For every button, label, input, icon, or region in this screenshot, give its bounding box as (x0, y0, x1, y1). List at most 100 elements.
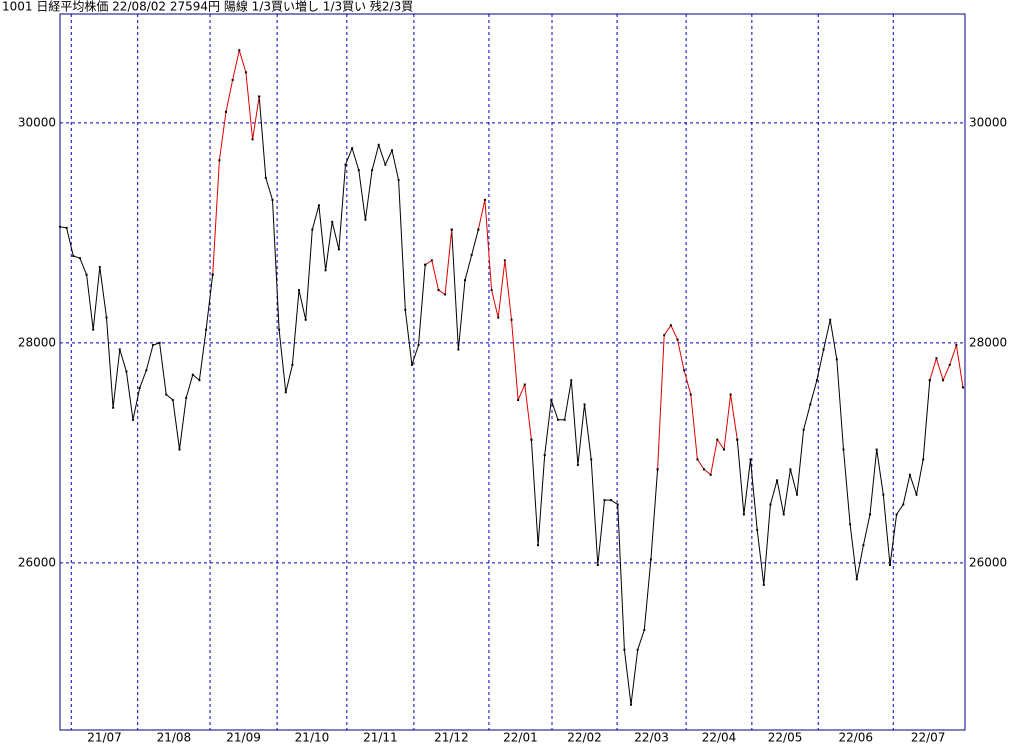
price-point (829, 318, 832, 321)
price-point (364, 218, 367, 221)
price-point (78, 257, 81, 260)
price-point (875, 448, 878, 451)
chart-title: 1001 日経平均株価 22/08/02 27594円 陽線 1/3買い増し 1… (2, 0, 413, 14)
price-point (822, 348, 825, 351)
price-point (815, 379, 818, 382)
price-point (132, 418, 135, 421)
price-point (776, 479, 779, 482)
price-point (258, 95, 261, 98)
price-point (65, 226, 68, 229)
price-point (417, 344, 420, 347)
price-point (264, 176, 267, 179)
price-point (483, 198, 486, 201)
price-point (138, 386, 141, 389)
price-point (709, 473, 712, 476)
price-point (337, 248, 340, 251)
price-point (497, 316, 500, 319)
x-tick-label: 22/01 (503, 731, 538, 745)
price-point (424, 263, 427, 266)
x-tick-label: 21/12 (434, 731, 469, 745)
price-point (576, 463, 579, 466)
price-point (331, 220, 334, 223)
price-point (72, 254, 75, 257)
price-point (410, 363, 413, 366)
y-tick-label: 30000 (18, 115, 56, 129)
price-point (390, 149, 393, 152)
price-point (530, 438, 533, 441)
price-point (444, 293, 447, 296)
price-point (510, 318, 513, 321)
price-point (470, 253, 473, 256)
price-point (716, 438, 719, 441)
x-tick-label: 21/09 (226, 731, 261, 745)
price-point (915, 493, 918, 496)
y-tick-label: 26000 (18, 555, 56, 569)
price-point (158, 341, 161, 344)
price-point (450, 228, 453, 231)
price-point (596, 564, 599, 567)
price-point (583, 403, 586, 406)
price-point (888, 564, 891, 567)
price-point (689, 393, 692, 396)
price-point (543, 454, 546, 457)
price-point (742, 513, 745, 516)
price-point (344, 163, 347, 166)
price-point (749, 458, 752, 461)
price-point (696, 458, 699, 461)
price-point (430, 259, 433, 262)
price-point (802, 428, 805, 431)
price-point (205, 328, 208, 331)
price-point (59, 225, 61, 228)
price-point (537, 544, 540, 547)
price-point (218, 159, 221, 162)
x-tick-label: 21/07 (87, 731, 122, 745)
x-tick-label: 22/03 (634, 731, 669, 745)
price-line (59, 96, 931, 705)
price-point (98, 265, 101, 268)
price-point (636, 648, 639, 651)
price-point (563, 418, 566, 421)
price-point (796, 493, 799, 496)
price-point (105, 316, 108, 319)
price-point (842, 448, 845, 451)
x-tick-label: 22/02 (567, 731, 602, 745)
price-point (304, 318, 307, 321)
price-point (112, 406, 115, 409)
price-point (669, 324, 672, 327)
price-point (357, 169, 360, 172)
price-point (683, 369, 686, 372)
price-point (922, 458, 925, 461)
price-point (278, 328, 281, 331)
price-point (948, 363, 951, 366)
price-point (789, 468, 792, 471)
price-point (663, 334, 666, 337)
price-point (676, 338, 679, 341)
price-point (623, 648, 626, 651)
price-point (238, 49, 241, 52)
plot-frame (59, 13, 966, 731)
price-point (616, 503, 619, 506)
price-point (643, 628, 646, 631)
price-point (311, 228, 314, 231)
price-point (404, 308, 407, 311)
price-point (324, 269, 327, 272)
price-point (92, 328, 95, 331)
price-point (244, 71, 247, 74)
price-point (464, 279, 467, 282)
price-point (908, 473, 911, 476)
price-point (298, 289, 301, 292)
y-tick-label-right: 30000 (969, 115, 1007, 129)
price-point (610, 499, 613, 502)
price-point (762, 583, 765, 586)
price-point (271, 198, 274, 201)
price-point (756, 528, 759, 531)
y-tick-label-right: 28000 (969, 335, 1007, 349)
x-tick-label: 21/11 (363, 731, 398, 745)
x-tick-label: 22/04 (702, 731, 737, 745)
price-point (895, 513, 898, 516)
price-point (849, 523, 852, 526)
price-point (251, 138, 254, 141)
price-point (171, 399, 174, 402)
price-point (590, 458, 593, 461)
